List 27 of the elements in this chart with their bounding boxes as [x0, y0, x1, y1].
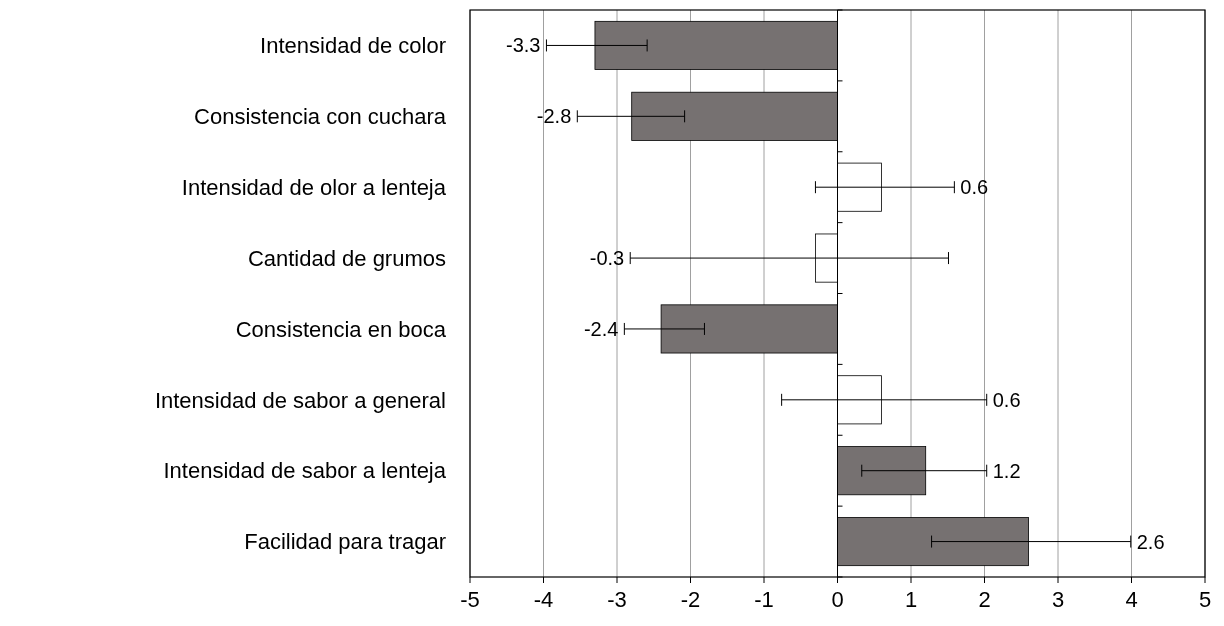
y-tick-label: Cantidad de grumos: [247, 245, 446, 271]
annotation: -0.3: [589, 247, 625, 270]
y-tick-label: Intensidad de sabor a general: [154, 387, 446, 413]
x-tick-label: -2: [680, 587, 701, 612]
x-tick-label: 3: [1051, 587, 1065, 612]
x-tick-label: -1: [754, 587, 774, 612]
annotation: -2.4: [583, 317, 619, 340]
y-tick-label: Consistencia con cuchara: [194, 104, 447, 130]
y-tick-label: Consistencia en boca: [235, 316, 447, 342]
x-tick-label: 5: [1198, 587, 1212, 612]
annotation: 2.6: [1136, 530, 1165, 553]
annotation: 0.6: [960, 176, 989, 199]
y-tick-label: Facilidad para tragar: [244, 529, 446, 555]
annotation: 1.2: [992, 459, 1021, 482]
x-tick-label: -4: [533, 587, 554, 612]
y-tick-label: Intensidad de color: [260, 33, 446, 59]
y-tick-label: Intensidad de olor a lenteja: [181, 174, 447, 200]
annotation: -2.8: [536, 105, 572, 128]
x-tick-label: 4: [1125, 587, 1138, 612]
x-tick-label: -3: [607, 587, 627, 612]
x-tick-label: 2: [978, 587, 991, 612]
x-tick-label: 0: [831, 587, 844, 612]
x-tick-label: -5: [460, 587, 480, 612]
y-tick-label: Intensidad de sabor a lenteja: [163, 458, 447, 484]
annotation: 0.6: [992, 388, 1021, 411]
annotation: -3.3: [505, 34, 541, 57]
x-tick-label: 1: [904, 587, 918, 612]
